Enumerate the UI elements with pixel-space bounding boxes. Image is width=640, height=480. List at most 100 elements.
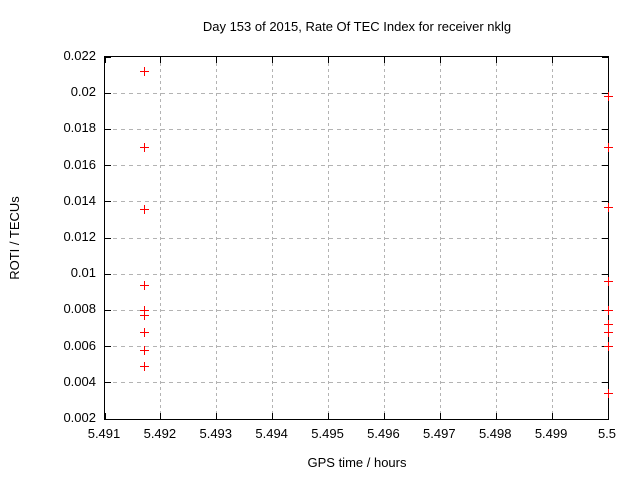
data-point-marker	[139, 327, 149, 337]
marker-vbar	[607, 327, 609, 337]
y-tick-mark	[602, 418, 608, 420]
y-tick-mark	[105, 418, 111, 420]
x-tick-mark	[104, 57, 106, 63]
y-gridline	[105, 165, 608, 167]
x-tick-mark	[495, 413, 497, 419]
y-tick-mark	[105, 309, 111, 311]
y-gridline	[105, 273, 608, 275]
y-gridline	[105, 237, 608, 239]
data-point-marker	[139, 280, 149, 290]
x-tick-mark	[383, 413, 385, 419]
y-gridline	[105, 309, 608, 311]
x-tick-mark	[328, 413, 330, 419]
marker-vbar	[143, 311, 145, 321]
marker-vbar	[143, 345, 145, 355]
y-tick-mark	[105, 201, 111, 203]
y-tick-mark	[105, 92, 111, 94]
data-point-marker	[603, 143, 613, 152]
x-tick-mark	[104, 413, 106, 419]
x-tick-mark	[160, 413, 162, 419]
x-tick-mark	[160, 57, 162, 63]
y-gridline	[105, 382, 608, 384]
marker-vbar	[143, 204, 145, 214]
x-tick-mark	[328, 57, 330, 63]
x-tick-mark	[551, 413, 553, 419]
x-tick-label: 5.496	[367, 426, 400, 441]
x-tick-mark	[216, 413, 218, 419]
y-tick-mark	[602, 273, 608, 275]
y-tick-mark	[602, 165, 608, 167]
data-point-marker	[603, 342, 613, 352]
x-gridline	[439, 57, 441, 419]
y-tick-mark	[602, 382, 608, 384]
x-tick-mark	[272, 57, 274, 63]
x-tick-mark	[607, 413, 609, 419]
y-tick-label: 0.02	[70, 84, 96, 100]
x-gridline	[216, 57, 218, 419]
marker-vbar	[143, 66, 145, 76]
data-point-marker	[139, 66, 149, 76]
x-tick-label: 5.492	[143, 426, 177, 441]
x-tick-mark	[551, 57, 553, 63]
data-point-marker	[139, 305, 149, 315]
y-tick-label: 0.004	[63, 373, 96, 389]
x-gridline	[272, 57, 274, 419]
x-gridline	[328, 57, 330, 419]
x-tick-mark	[216, 57, 218, 63]
data-point-marker	[139, 143, 149, 152]
y-tick-mark	[105, 128, 111, 130]
x-tick-mark	[383, 57, 385, 63]
y-tick-label: 0.018	[63, 120, 96, 136]
x-tick-label: 5.494	[255, 426, 288, 441]
y-tick-mark	[105, 56, 111, 58]
x-tick-label: 5.497	[423, 426, 456, 441]
y-tick-mark	[105, 237, 111, 239]
x-gridline	[383, 57, 385, 419]
data-point-marker	[603, 389, 613, 399]
x-gridline	[495, 57, 497, 419]
x-tick-mark	[495, 57, 497, 63]
y-tick-label: 0.012	[63, 229, 96, 244]
x-tick-mark	[272, 413, 274, 419]
data-point-marker	[603, 327, 613, 337]
plot-area	[104, 56, 609, 420]
y-tick-mark	[602, 237, 608, 239]
data-point-marker	[139, 362, 149, 371]
marker-vbar	[607, 202, 609, 212]
data-point-marker	[603, 305, 613, 315]
x-gridline	[551, 57, 553, 419]
y-tick-mark	[105, 165, 111, 167]
data-point-marker	[139, 345, 149, 355]
marker-vbar	[607, 342, 609, 352]
y-gridline	[105, 346, 608, 348]
x-axis-label: GPS time / hours	[307, 455, 407, 470]
x-tick-mark	[439, 57, 441, 63]
marker-vbar	[143, 143, 145, 152]
marker-vbar	[607, 276, 609, 286]
y-tick-mark	[105, 382, 111, 384]
x-tick-label: 5.491	[87, 426, 121, 441]
marker-vbar	[607, 320, 609, 330]
y-tick-mark	[602, 56, 608, 58]
y-tick-label: 0.022	[63, 48, 96, 63]
chart-title: Day 153 of 2015, Rate Of TEC Index for r…	[202, 19, 512, 34]
data-point-marker	[603, 92, 613, 102]
data-point-marker	[603, 202, 613, 212]
y-tick-mark	[105, 346, 111, 348]
y-tick-mark	[105, 273, 111, 275]
data-point-marker	[603, 276, 613, 286]
y-tick-mark	[602, 92, 608, 94]
data-point-marker	[139, 311, 149, 321]
marker-vbar	[143, 362, 145, 371]
x-tick-mark	[607, 57, 609, 63]
y-tick-label: 0.014	[63, 192, 96, 208]
data-point-marker	[139, 204, 149, 214]
x-tick-label: 5.498	[478, 426, 512, 441]
x-tick-label: 5.499	[534, 426, 568, 441]
x-gridline	[160, 57, 162, 419]
y-gridline	[105, 128, 608, 130]
y-tick-label: 0.01	[70, 265, 96, 281]
y-tick-label: 0.016	[63, 156, 96, 172]
marker-vbar	[607, 92, 609, 102]
